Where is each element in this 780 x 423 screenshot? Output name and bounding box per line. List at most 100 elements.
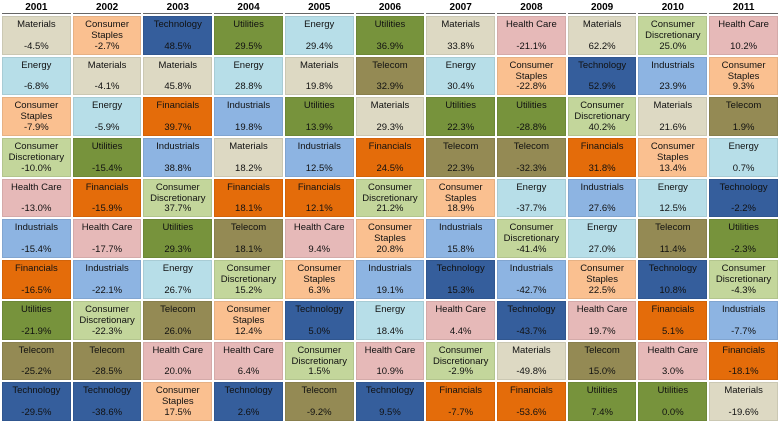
sector-cell: Energy -6.8% [2, 56, 71, 96]
sector-name-label: Telecom [89, 344, 125, 356]
return-value-label: 32.9% [376, 81, 404, 93]
sector-name-label: Industrials [721, 303, 766, 315]
sector-cell: Utilities -28.8% [497, 97, 566, 137]
return-value-label: -25.2% [21, 366, 52, 378]
sector-cell: Materials 62.2% [567, 16, 637, 55]
return-value-label: 19.1% [376, 284, 404, 296]
sector-cell: Consumer Staples 13.4% [638, 138, 708, 177]
sector-cell: Telecom 1.9% [709, 97, 778, 137]
return-value-label: -7.7% [448, 407, 474, 418]
sector-cell: Financials 31.8% [567, 138, 637, 177]
return-value-label: 18.2% [235, 162, 262, 174]
sector-name-label: Energy [92, 100, 123, 112]
return-value-label: 19.7% [588, 325, 616, 337]
return-value-label: -19.6% [728, 407, 759, 418]
sector-name-label: Utilities [728, 222, 759, 234]
year-header-2007: 2007 [426, 2, 496, 14]
sector-cell: Industrials -42.7% [497, 260, 566, 299]
sector-cell: Consumer Discretionary 1.5% [284, 341, 354, 381]
sector-name-label: Financials [297, 181, 341, 193]
return-value-label: -2.7% [94, 40, 120, 52]
return-value-label: 26.7% [164, 284, 192, 296]
return-value-label: 38.8% [164, 162, 192, 174]
sector-cell: Technology 9.5% [355, 382, 425, 421]
sector-cell: Financials -16.5% [2, 260, 71, 299]
return-value-label: 17.5% [164, 407, 192, 418]
return-value-label: -42.7% [516, 284, 547, 296]
sector-cell: Consumer Discretionary -2.9% [426, 341, 496, 381]
return-value-label: 0.0% [662, 407, 684, 418]
sector-cell: Technology -29.5% [2, 382, 71, 421]
sector-name-label: Consumer Staples [226, 303, 271, 326]
sector-name-label: Telecom [584, 344, 620, 356]
return-value-label: 24.5% [376, 162, 404, 174]
sector-cell: Materials 33.8% [426, 16, 496, 55]
sector-name-label: Technology [295, 303, 344, 315]
sector-name-label: Telecom [655, 222, 691, 234]
sector-name-label: Utilities [516, 100, 547, 112]
sector-cell: Industrials 15.8% [426, 219, 496, 259]
return-value-label: 10.2% [730, 40, 758, 52]
return-value-label: -22.8% [516, 81, 547, 93]
sector-cell: Telecom -25.2% [2, 341, 71, 381]
return-value-label: -38.6% [92, 407, 123, 418]
return-value-label: 10.9% [376, 366, 404, 378]
sector-cell: Industrials -15.4% [2, 219, 71, 259]
sector-name-label: Telecom [372, 59, 408, 71]
return-value-label: 12.5% [305, 162, 333, 174]
return-value-label: 9.4% [308, 244, 331, 256]
return-value-label: 13.9% [305, 122, 333, 134]
sector-name-label: Materials [17, 19, 56, 30]
sector-name-label: Energy [445, 59, 476, 71]
sector-name-label: Financials [510, 385, 553, 397]
sector-cell: Industrials 19.1% [355, 260, 425, 299]
sector-name-label: Financials [85, 181, 129, 193]
return-value-label: -28.5% [92, 366, 123, 378]
sector-name-label: Industrials [439, 222, 483, 234]
sector-cell: Energy 28.8% [214, 56, 283, 96]
return-value-label: 15.2% [235, 284, 262, 296]
sector-cell: Energy 29.4% [284, 16, 354, 55]
sector-name-label: Industrials [297, 141, 341, 153]
sector-cell: Materials 29.3% [355, 97, 425, 137]
sector-cell: Energy -37.7% [497, 178, 566, 218]
sector-cell: Financials 39.7% [143, 97, 213, 137]
return-value-label: -29.5% [21, 407, 52, 418]
sector-name-label: Telecom [725, 100, 762, 112]
sector-cell: Industrials 23.9% [638, 56, 708, 96]
sector-name-label: Technology [83, 385, 132, 397]
sector-cell: Consumer Staples 9.3% [709, 56, 778, 96]
return-value-label: 40.2% [588, 122, 616, 134]
sector-name-label: Consumer Discretionary [715, 263, 772, 286]
sector-cell: Materials -4.5% [2, 16, 71, 55]
return-value-label: -37.7% [516, 203, 547, 215]
sector-cell: Consumer Staples -2.7% [72, 16, 142, 55]
sector-cell: Consumer Discretionary 21.2% [355, 178, 425, 218]
sector-cell: Telecom 22.3% [426, 138, 496, 177]
return-value-label: -17.7% [92, 244, 123, 256]
sector-cell: Utilities 36.9% [355, 16, 425, 55]
rank-row-5: Health Care -13.0% Financials -15.9% Consume… [2, 178, 778, 218]
sector-cell: Technology 48.5% [143, 16, 213, 55]
return-value-label: 9.5% [379, 407, 401, 418]
return-value-label: -28.8% [516, 122, 547, 134]
sector-name-label: Materials [724, 385, 763, 397]
sector-name-label: Consumer Staples [155, 385, 200, 408]
sector-cell: Telecom 15.0% [567, 341, 637, 381]
sector-cell: Health Care -21.1% [497, 16, 566, 55]
sector-cell: Health Care 20.0% [143, 341, 213, 381]
return-value-label: 18.9% [447, 203, 475, 215]
sector-name-label: Industrials [156, 141, 200, 153]
return-value-label: 11.4% [659, 244, 686, 256]
sector-name-label: Energy [233, 59, 264, 71]
sector-cell: Telecom 26.0% [143, 300, 213, 340]
sector-cell: Energy -5.9% [72, 97, 142, 137]
return-value-label: 29.3% [376, 122, 404, 134]
sector-name-label: Consumer Staples [509, 59, 554, 82]
sector-cell: Health Care 10.9% [355, 341, 425, 381]
return-value-label: 29.3% [164, 244, 192, 256]
sector-name-label: Consumer Discretionary [291, 344, 347, 367]
sector-name-label: Consumer Discretionary [645, 19, 701, 41]
